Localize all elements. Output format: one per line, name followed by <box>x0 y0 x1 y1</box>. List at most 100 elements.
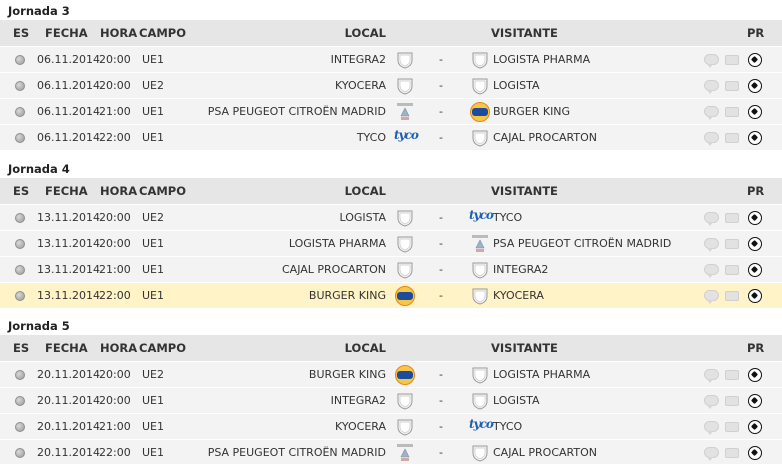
match-row[interactable]: 06.11.2014 21:00 UE1 PSA PEUGEOT CITROËN MA… <box>0 98 782 124</box>
away-team[interactable]: TYCO <box>493 211 523 224</box>
soccer-ball-icon[interactable] <box>748 446 762 460</box>
soccer-ball-icon[interactable] <box>748 263 762 277</box>
away-team[interactable]: CAJAL PROCARTON <box>493 446 597 459</box>
home-team[interactable]: CAJAL PROCARTON <box>282 263 386 276</box>
match-time: 22:00 <box>99 131 131 144</box>
match-actions <box>704 394 744 409</box>
match-field: UE2 <box>142 211 164 224</box>
away-team[interactable]: LOGISTA <box>493 79 540 92</box>
away-team[interactable]: PSA PEUGEOT CITROËN MADRID <box>493 237 672 250</box>
soccer-ball-icon[interactable] <box>748 368 762 382</box>
comment-icon[interactable] <box>704 395 719 409</box>
team-shield-icon <box>394 388 416 414</box>
away-team[interactable]: LOGISTA PHARMA <box>493 53 591 66</box>
camera-icon[interactable] <box>725 265 739 275</box>
match-actions <box>704 79 744 94</box>
match-date: 06.11.2014 <box>37 131 100 144</box>
home-team[interactable]: PSA PEUGEOT CITROËN MADRID <box>207 446 386 459</box>
score-separator: - <box>439 368 443 381</box>
comment-icon[interactable] <box>704 421 719 435</box>
away-team[interactable]: BURGER KING <box>493 105 571 118</box>
comment-icon[interactable] <box>704 290 719 304</box>
status-dot-icon <box>15 55 25 65</box>
camera-icon[interactable] <box>725 213 739 223</box>
away-team[interactable]: CAJAL PROCARTON <box>493 131 597 144</box>
camera-icon[interactable] <box>725 448 739 458</box>
away-team[interactable]: KYOCERA <box>493 289 544 302</box>
soccer-ball-icon[interactable] <box>748 79 762 93</box>
psa-logo-icon <box>394 99 416 125</box>
comment-icon[interactable] <box>704 132 719 146</box>
soccer-ball-icon[interactable] <box>748 237 762 251</box>
away-team[interactable]: LOGISTA <box>493 394 540 407</box>
soccer-ball-icon[interactable] <box>748 394 762 408</box>
home-team[interactable]: INTEGRA2 <box>330 394 386 407</box>
match-actions <box>704 263 744 278</box>
camera-icon[interactable] <box>725 370 739 380</box>
psa-logo-icon <box>469 231 491 257</box>
home-team[interactable]: BURGER KING <box>308 289 386 302</box>
col-local: LOCAL <box>344 341 386 355</box>
comment-icon[interactable] <box>704 212 719 226</box>
match-row[interactable]: 13.11.2014 22:00 UE1 BURGER KING - KYOCERA <box>0 282 782 308</box>
camera-icon[interactable] <box>725 107 739 117</box>
team-shield-icon <box>469 283 491 309</box>
score-separator: - <box>439 105 443 118</box>
match-time: 20:00 <box>99 368 131 381</box>
comment-icon[interactable] <box>704 54 719 68</box>
match-date: 06.11.2014 <box>37 79 100 92</box>
home-team[interactable]: PSA PEUGEOT CITROËN MADRID <box>207 105 386 118</box>
status-dot-icon <box>15 239 25 249</box>
match-row[interactable]: 20.11.2014 22:00 UE1 PSA PEUGEOT CITROËN MA… <box>0 439 782 464</box>
camera-icon[interactable] <box>725 81 739 91</box>
comment-icon[interactable] <box>704 238 719 252</box>
camera-icon[interactable] <box>725 291 739 301</box>
home-team[interactable]: KYOCERA <box>335 420 386 433</box>
match-row[interactable]: 13.11.2014 20:00 UE1 LOGISTA PHARMA - PSA PEU… <box>0 230 782 256</box>
home-team[interactable]: INTEGRA2 <box>330 53 386 66</box>
status-dot-icon <box>15 396 25 406</box>
camera-icon[interactable] <box>725 55 739 65</box>
match-field: UE1 <box>142 263 164 276</box>
comment-icon[interactable] <box>704 80 719 94</box>
score-separator: - <box>439 394 443 407</box>
soccer-ball-icon[interactable] <box>748 131 762 145</box>
home-team[interactable]: LOGISTA <box>339 211 386 224</box>
home-team[interactable]: TYCO <box>356 131 386 144</box>
home-team[interactable]: KYOCERA <box>335 79 386 92</box>
away-team[interactable]: INTEGRA2 <box>493 263 549 276</box>
comment-icon[interactable] <box>704 264 719 278</box>
home-team[interactable]: BURGER KING <box>308 368 386 381</box>
home-team[interactable]: LOGISTA PHARMA <box>288 237 386 250</box>
match-field: UE2 <box>142 79 164 92</box>
comment-icon[interactable] <box>704 447 719 461</box>
match-row[interactable]: 13.11.2014 21:00 UE1 CAJAL PROCARTON - INTEGR… <box>0 256 782 282</box>
soccer-ball-icon[interactable] <box>748 53 762 67</box>
match-list: 20.11.2014 20:00 UE2 BURGER KING - LOGISTA PH… <box>0 361 782 464</box>
match-field: UE1 <box>142 289 164 302</box>
soccer-ball-icon[interactable] <box>748 211 762 225</box>
camera-icon[interactable] <box>725 396 739 406</box>
camera-icon[interactable] <box>725 422 739 432</box>
match-row[interactable]: 20.11.2014 20:00 UE2 BURGER KING - LOGISTA PH… <box>0 361 782 387</box>
camera-icon[interactable] <box>725 133 739 143</box>
score-separator: - <box>439 263 443 276</box>
match-row[interactable]: 06.11.2014 20:00 UE1 INTEGRA2 - LOGISTA PHARM… <box>0 46 782 72</box>
match-time: 22:00 <box>99 446 131 459</box>
match-row[interactable]: 20.11.2014 21:00 UE1 KYOCERA - tyco TYCO <box>0 413 782 439</box>
comment-icon[interactable] <box>704 369 719 383</box>
jornada-section: Jornada 3 ES FECHA HORA CAMPO LOCAL VISI… <box>0 2 782 150</box>
soccer-ball-icon[interactable] <box>748 105 762 119</box>
camera-icon[interactable] <box>725 239 739 249</box>
match-row[interactable]: 20.11.2014 20:00 UE1 INTEGRA2 - LOGISTA <box>0 387 782 413</box>
match-date: 13.11.2014 <box>37 263 100 276</box>
match-row[interactable]: 13.11.2014 20:00 UE2 LOGISTA - tyco TYCO <box>0 204 782 230</box>
away-team[interactable]: TYCO <box>493 420 523 433</box>
soccer-ball-icon[interactable] <box>748 420 762 434</box>
comment-icon[interactable] <box>704 106 719 120</box>
soccer-ball-icon[interactable] <box>748 289 762 303</box>
match-row[interactable]: 06.11.2014 22:00 UE1 TYCO tyco - CAJAL PROCART… <box>0 124 782 150</box>
away-team[interactable]: LOGISTA PHARMA <box>493 368 591 381</box>
match-row[interactable]: 06.11.2014 20:00 UE2 KYOCERA - LOGISTA <box>0 72 782 98</box>
